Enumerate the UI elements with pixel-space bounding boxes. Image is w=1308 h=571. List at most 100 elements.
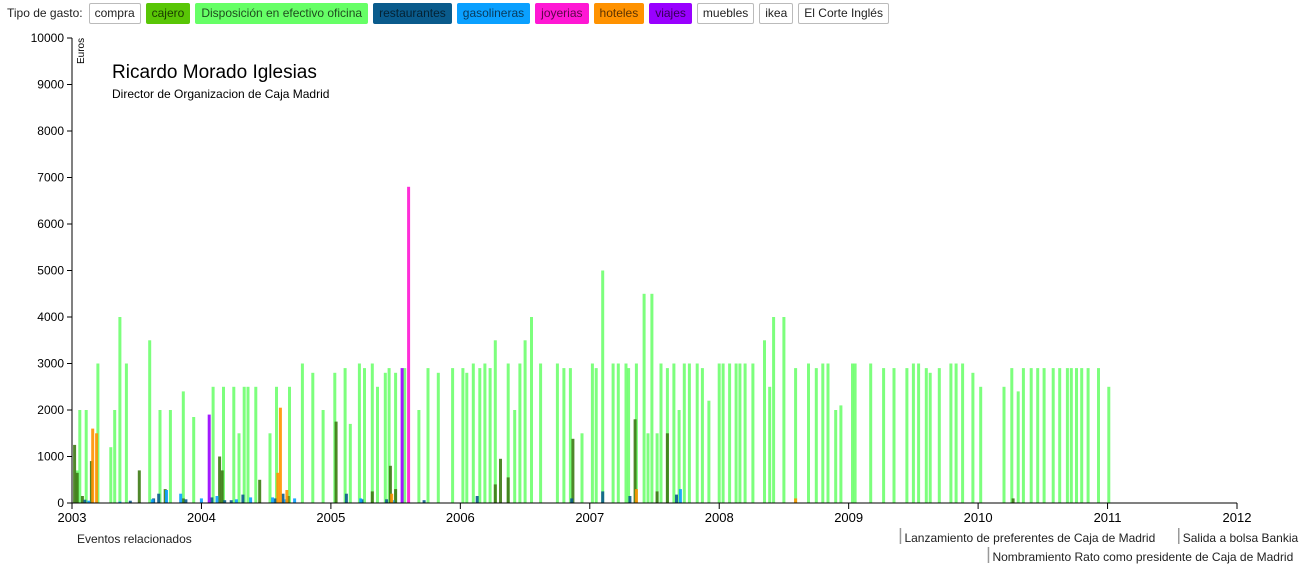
bar-disposicion-en-efectivo-oficina[interactable] xyxy=(348,423,352,503)
bar-disposicion-en-efectivo-oficina[interactable] xyxy=(611,363,615,504)
bar-cajero[interactable] xyxy=(499,458,502,503)
bar-disposicion-en-efectivo-oficina[interactable] xyxy=(949,363,953,504)
bar-disposicion-en-efectivo-oficina[interactable] xyxy=(478,368,482,503)
bar-disposicion-en-efectivo-oficina[interactable] xyxy=(109,447,113,503)
bar-disposicion-en-efectivo-oficina[interactable] xyxy=(242,386,246,504)
bar-disposicion-en-efectivo-oficina[interactable] xyxy=(471,363,475,504)
bar-disposicion-en-efectivo-oficina[interactable] xyxy=(1075,368,1078,503)
filter-button-hoteles[interactable]: hoteles xyxy=(593,2,645,24)
bar-gasolineras[interactable] xyxy=(165,490,168,503)
bar-cajero[interactable] xyxy=(633,419,637,503)
bar-gasolineras[interactable] xyxy=(150,499,154,503)
bar-restaurantes[interactable] xyxy=(570,498,574,503)
bar-disposicion-en-efectivo-oficina[interactable] xyxy=(275,386,278,504)
bar-disposicion-en-efectivo-oficina[interactable] xyxy=(590,363,594,504)
bar-cajero[interactable] xyxy=(665,433,669,504)
bar-restaurantes[interactable] xyxy=(628,496,632,503)
bar-disposicion-en-efectivo-oficina[interactable] xyxy=(743,363,747,504)
bar-disposicion-en-efectivo-oficina[interactable] xyxy=(882,368,886,503)
bar-disposicion-en-efectivo-oficina[interactable] xyxy=(357,363,361,504)
bar-restaurantes[interactable] xyxy=(241,494,245,503)
bar-restaurantes[interactable] xyxy=(385,499,389,503)
bar-disposicion-en-efectivo-oficina[interactable] xyxy=(192,417,196,503)
bar-disposicion-en-efectivo-oficina[interactable] xyxy=(530,317,533,503)
bar-disposicion-en-efectivo-oficina[interactable] xyxy=(568,368,572,503)
bar-cajero[interactable] xyxy=(394,489,398,503)
bar-hoteles[interactable] xyxy=(390,493,394,503)
filter-button-muebles[interactable]: muebles xyxy=(696,2,755,24)
bar-disposicion-en-efectivo-oficina[interactable] xyxy=(383,372,387,503)
bar-disposicion-en-efectivo-oficina[interactable] xyxy=(869,363,873,504)
bar-disposicion-en-efectivo-oficina[interactable] xyxy=(905,368,909,503)
bar-cajero[interactable] xyxy=(1011,498,1015,503)
bar-restaurantes[interactable] xyxy=(281,493,285,503)
bar-restaurantes[interactable] xyxy=(422,500,426,503)
bar-disposicion-en-efectivo-oficina[interactable] xyxy=(246,386,250,504)
bar-disposicion-en-efectivo-oficina[interactable] xyxy=(772,317,776,503)
bar-cajero[interactable] xyxy=(655,491,659,503)
bar-gasolineras[interactable] xyxy=(87,500,91,503)
filter-button-restaurantes[interactable]: restaurantes xyxy=(373,2,452,24)
bar-hoteles[interactable] xyxy=(91,428,95,503)
bar-disposicion-en-efectivo-oficina[interactable] xyxy=(682,363,686,504)
bar-disposicion-en-efectivo-oficina[interactable] xyxy=(768,386,772,504)
bar-hoteles[interactable] xyxy=(285,490,289,503)
bar-disposicion-en-efectivo-oficina[interactable] xyxy=(96,363,100,504)
bar-disposicion-en-efectivo-oficina[interactable] xyxy=(911,363,915,504)
bar-cajero[interactable] xyxy=(73,444,77,503)
bar-disposicion-en-efectivo-oficina[interactable] xyxy=(794,368,798,503)
bar-cajero[interactable] xyxy=(571,438,575,503)
bar-disposicion-en-efectivo-oficina[interactable] xyxy=(370,363,374,504)
bar-disposicion-en-efectivo-oficina[interactable] xyxy=(1069,368,1073,503)
bar-restaurantes[interactable] xyxy=(157,493,161,503)
bar-disposicion-en-efectivo-oficina[interactable] xyxy=(158,410,162,503)
bar-disposicion-en-efectivo-oficina[interactable] xyxy=(924,368,928,503)
bar-disposicion-en-efectivo-oficina[interactable] xyxy=(222,386,225,504)
bar-disposicion-en-efectivo-oficina[interactable] xyxy=(1051,368,1055,503)
bar-disposicion-en-efectivo-oficina[interactable] xyxy=(403,368,407,503)
bar-disposicion-en-efectivo-oficina[interactable] xyxy=(506,363,510,504)
bar-disposicion-en-efectivo-oficina[interactable] xyxy=(518,363,522,504)
bar-disposicion-en-efectivo-oficina[interactable] xyxy=(1002,386,1006,504)
bar-disposicion-en-efectivo-oficina[interactable] xyxy=(181,391,185,503)
filter-button-ikea[interactable]: ikea xyxy=(759,2,794,24)
bar-disposicion-en-efectivo-oficina[interactable] xyxy=(601,270,605,504)
filter-button-disposicion-efectivo[interactable]: Disposición en efectivo oficina xyxy=(195,2,369,24)
bar-disposicion-en-efectivo-oficina[interactable] xyxy=(118,317,122,503)
bar-disposicion-en-efectivo-oficina[interactable] xyxy=(738,363,742,504)
bar-disposicion-en-efectivo-oficina[interactable] xyxy=(84,410,88,503)
bar-cajero[interactable] xyxy=(258,479,262,504)
bar-disposicion-en-efectivo-oficina[interactable] xyxy=(288,386,291,504)
bar-disposicion-en-efectivo-oficina[interactable] xyxy=(839,405,843,503)
filter-button-compra[interactable]: compra xyxy=(88,2,141,24)
bar-disposicion-en-efectivo-oficina[interactable] xyxy=(539,363,543,504)
bar-disposicion-en-efectivo-oficina[interactable] xyxy=(687,363,691,504)
bar-disposicion-en-efectivo-oficina[interactable] xyxy=(254,386,258,504)
bar-disposicion-en-efectivo-oficina[interactable] xyxy=(624,363,628,504)
bar-disposicion-en-efectivo-oficina[interactable] xyxy=(659,363,663,504)
bar-disposicion-en-efectivo-oficina[interactable] xyxy=(717,363,721,504)
bar-disposicion-en-efectivo-oficina[interactable] xyxy=(971,372,975,503)
bar-disposicion-en-efectivo-oficina[interactable] xyxy=(672,363,676,504)
bar-cajero[interactable] xyxy=(370,491,374,503)
bar-disposicion-en-efectivo-oficina[interactable] xyxy=(451,368,455,503)
event-label[interactable]: Salida a bolsa Bankia xyxy=(1183,531,1299,545)
bar-disposicion-en-efectivo-oficina[interactable] xyxy=(461,368,465,503)
bar-disposicion-en-efectivo-oficina[interactable] xyxy=(853,363,857,504)
filter-button-el-corte-ingles[interactable]: El Corte Inglés xyxy=(798,2,889,24)
bar-disposicion-en-efectivo-oficina[interactable] xyxy=(513,410,517,503)
bar-disposicion-en-efectivo-oficina[interactable] xyxy=(387,368,391,503)
bar-disposicion-en-efectivo-oficina[interactable] xyxy=(363,368,366,503)
bar-disposicion-en-efectivo-oficina[interactable] xyxy=(807,363,810,504)
bar-disposicion-en-efectivo-oficina[interactable] xyxy=(483,363,487,504)
bar-disposicion-en-efectivo-oficina[interactable] xyxy=(616,363,620,504)
bar-disposicion-en-efectivo-oficina[interactable] xyxy=(300,363,304,504)
bar-disposicion-en-efectivo-oficina[interactable] xyxy=(168,410,172,503)
bar-disposicion-en-efectivo-oficina[interactable] xyxy=(928,372,932,503)
bar-disposicion-en-efectivo-oficina[interactable] xyxy=(124,363,128,504)
bar-disposicion-en-efectivo-oficina[interactable] xyxy=(1097,368,1100,503)
bar-disposicion-en-efectivo-oficina[interactable] xyxy=(488,368,492,503)
bar-disposicion-en-efectivo-oficina[interactable] xyxy=(695,363,699,504)
bar-disposicion-en-efectivo-oficina[interactable] xyxy=(892,368,896,503)
bar-disposicion-en-efectivo-oficina[interactable] xyxy=(562,368,566,503)
